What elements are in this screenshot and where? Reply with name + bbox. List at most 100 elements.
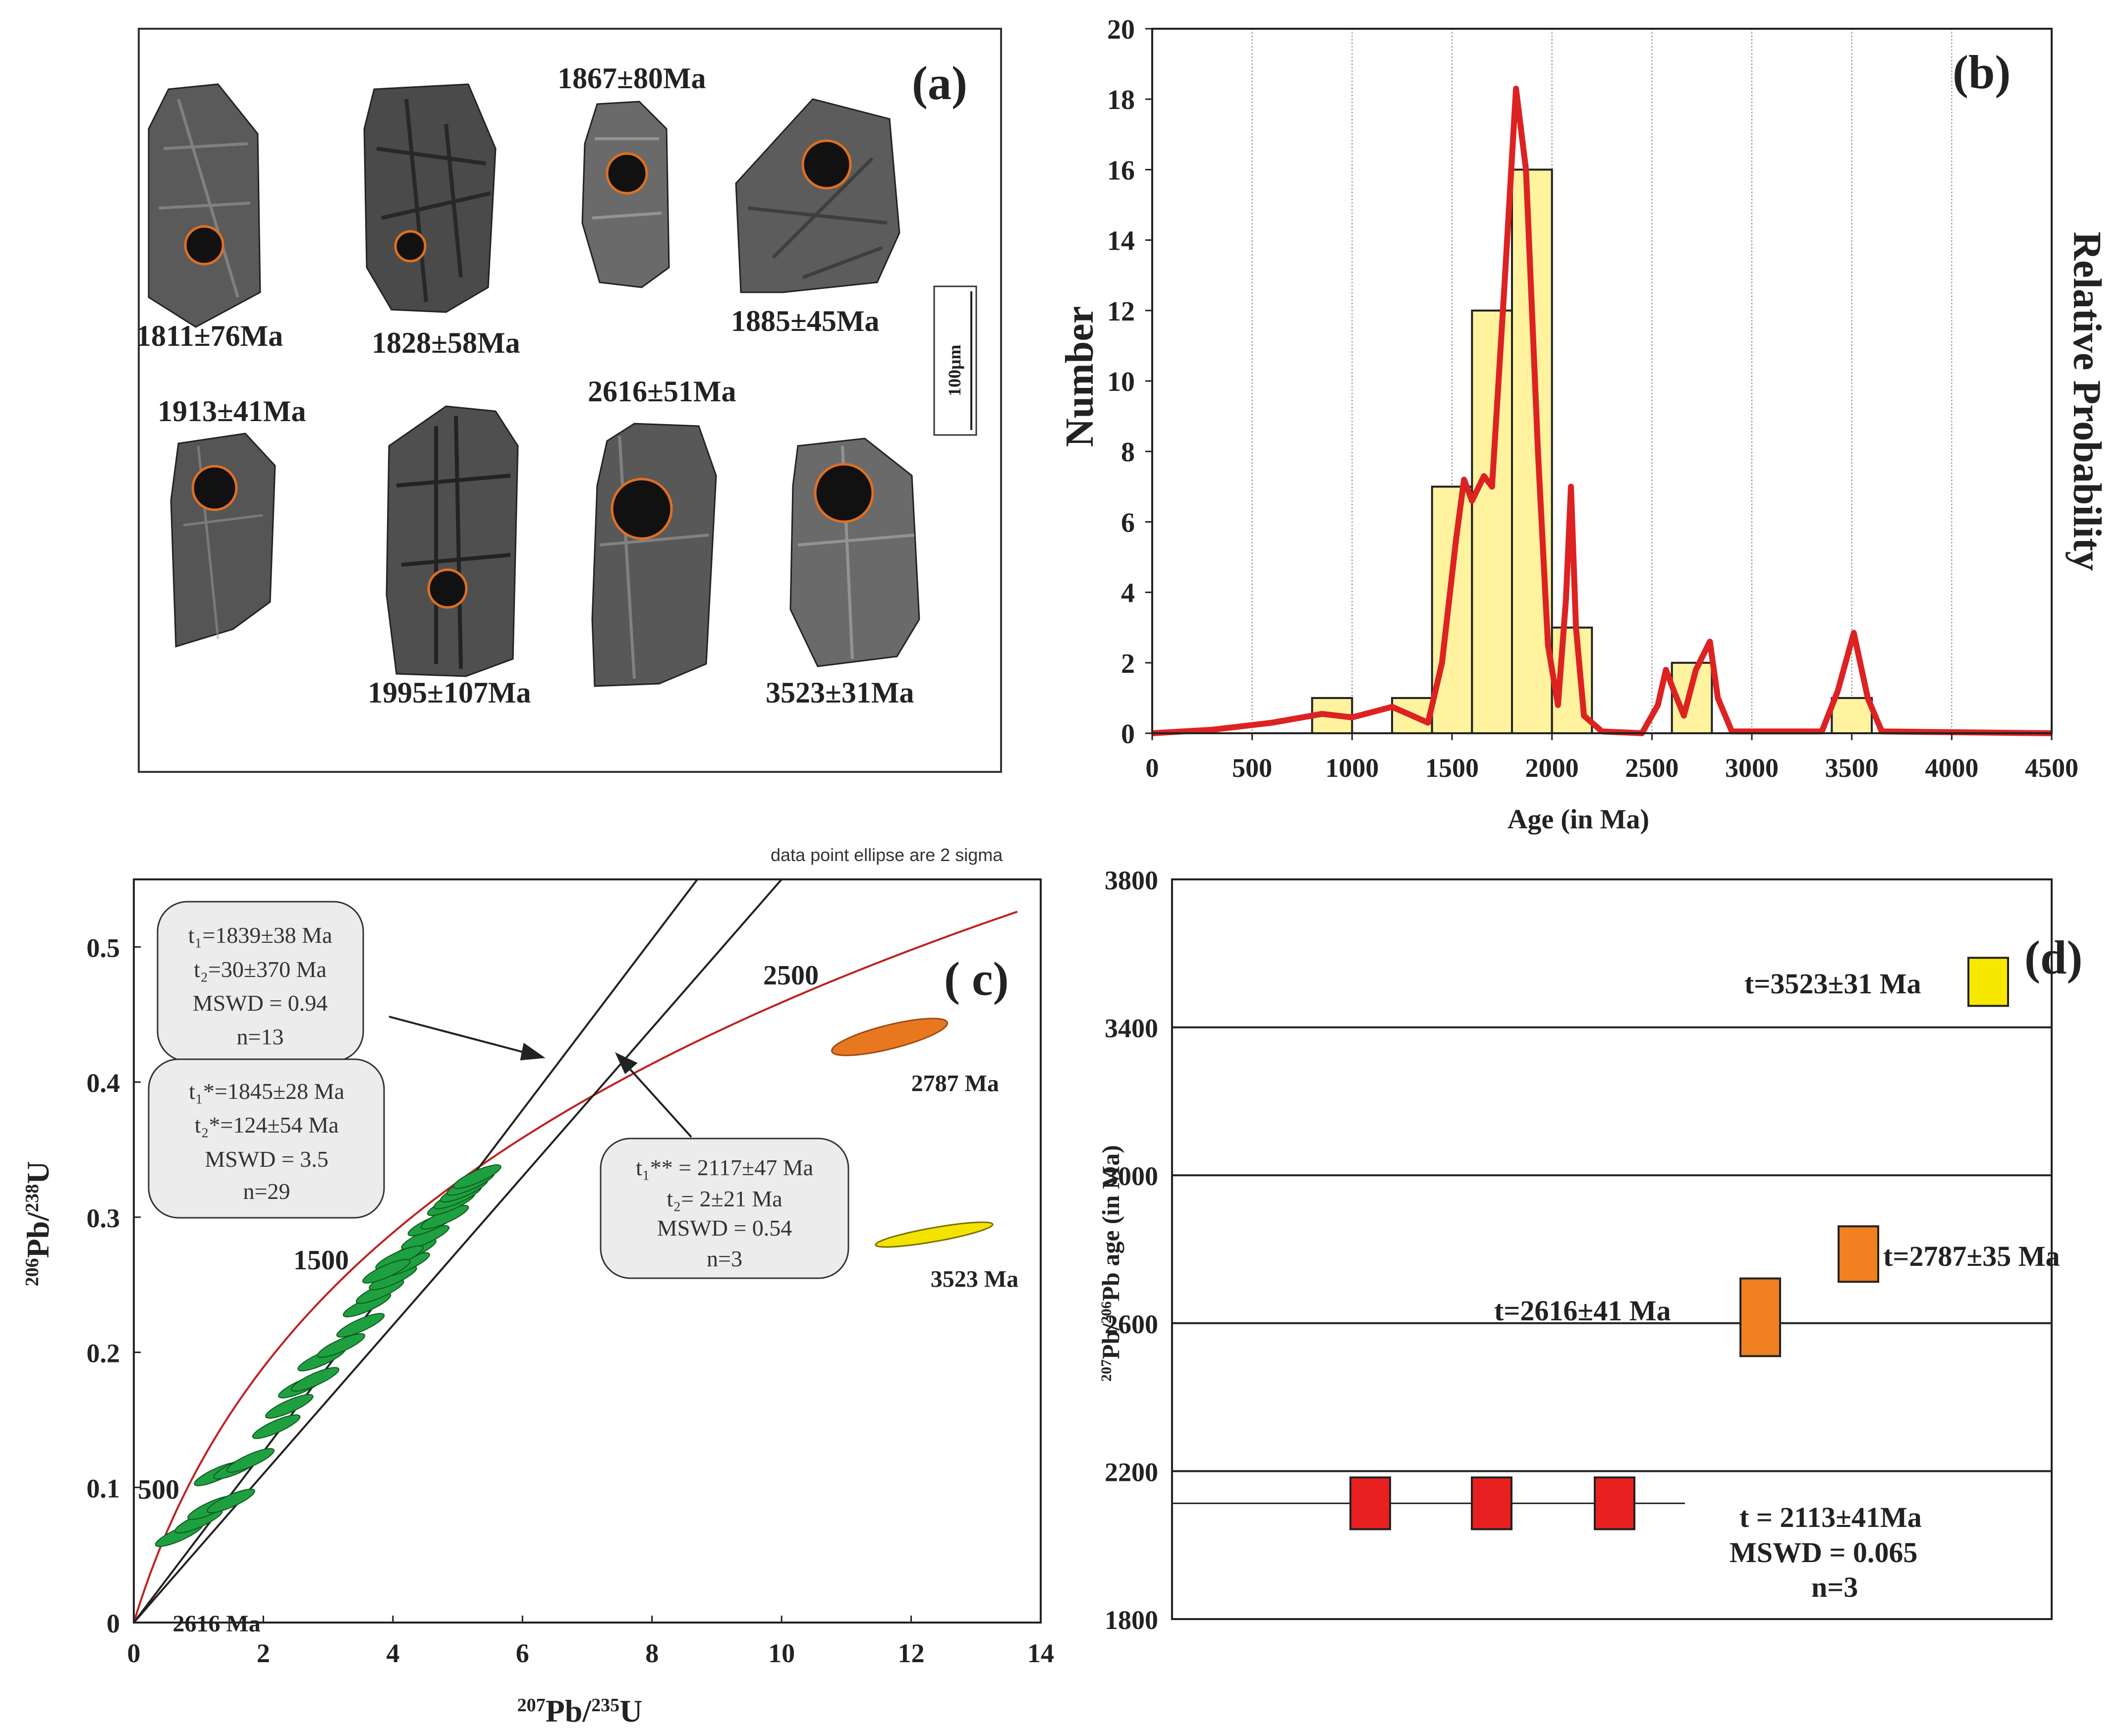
panel-d-y-tick-label: 2200	[1105, 1457, 1158, 1487]
panel-c-y-tick-label: 0.1	[87, 1473, 120, 1503]
panel-c-annotation: 2616 Ma	[172, 1611, 260, 1637]
panel-b-gridlines	[1251, 29, 1953, 733]
panel-b-y-tick-label: 18	[1107, 85, 1135, 115]
zircon-grain-6-age: 1995±107Ma	[368, 676, 531, 709]
panel-b-x-tick-label: 4000	[1925, 753, 1978, 783]
panel-c-annotations: 2787 Ma 3523 Ma 2616 Ma	[172, 1070, 1018, 1637]
age-box	[1471, 1476, 1512, 1530]
data-ellipse	[336, 1313, 385, 1338]
ellipse-2787	[831, 1018, 949, 1056]
panel-b-histogram: 0 500 1000 1500 2000 2500 3000 3500 4000 4500 0 2 4…	[1058, 14, 2109, 835]
result-box-3-line-3: MSWD = 0.54	[657, 1215, 792, 1241]
panel-c-x-tick-label: 8	[645, 1638, 659, 1668]
panel-b-y-tick-label: 4	[1121, 578, 1135, 609]
result-box-3-line-1: t₁** = 2117±47 Ma	[636, 1155, 813, 1180]
ellipse-3523	[875, 1221, 994, 1248]
panel-b-x-tick-label: 4500	[2025, 753, 2078, 783]
result-box-2-line-3: MSWD = 3.5	[205, 1146, 329, 1172]
panel-d-text-mean: t = 2113±41Ma	[1739, 1501, 1922, 1533]
panel-b-x-tick-label: 2500	[1625, 753, 1678, 783]
panel-d-y-tick-label: 2600	[1105, 1309, 1158, 1339]
panel-c-y-tick-label: 0.5	[87, 933, 120, 963]
panel-c-concordia: 0 2 4 6 8 10 12 14 0 0.1 0.2 0.3 0.4 0.5 2787 Ma 3523…	[20, 845, 1054, 1729]
panel-c-x-ticks: 0 2 4 6 8 10 12 14	[127, 1616, 1054, 1668]
panel-c-y-tick-label: 0.4	[87, 1068, 120, 1098]
zircon-grain-8: 3523±31Ma	[766, 437, 920, 709]
panel-c-annotation: 2787 Ma	[911, 1070, 999, 1096]
panel-b-x-tick-label: 3500	[1825, 753, 1879, 783]
zircon-grain-6: 1995±107Ma	[368, 405, 531, 709]
panel-c-x-tick-label: 14	[1027, 1638, 1054, 1668]
panel-b-y-tick-label: 2	[1121, 649, 1135, 679]
zircon-grain-3-age: 1867±80Ma	[558, 62, 706, 95]
scale-bar-label: 100μm	[945, 345, 964, 396]
zircon-grain-2: 1828±58Ma	[363, 83, 520, 359]
panel-c-x-tick-label: 12	[898, 1638, 925, 1668]
panel-d-gridlines	[1172, 1026, 2052, 1472]
panel-d-text-n: n=3	[1811, 1571, 1858, 1603]
data-ellipse	[317, 1333, 366, 1358]
panel-c-x-axis-label: 207Pb/235U	[517, 1693, 643, 1729]
panel-b-y-tick-label: 8	[1121, 437, 1135, 468]
panel-c-annotation: 3523 Ma	[931, 1266, 1018, 1293]
zircon-grain-7: 2616±51Ma	[588, 375, 736, 687]
panel-c-y-tick-label: 0.3	[87, 1203, 120, 1233]
age-box	[1594, 1476, 1635, 1530]
panel-c-x-tick-label: 0	[127, 1638, 141, 1668]
panel-a-label: (a)	[912, 56, 967, 109]
panel-d-y-tick-label: 3400	[1105, 1014, 1158, 1043]
result-box-1: t₁=1839±38 Ma t₂=30±370 Ma MSWD = 0.94 n…	[157, 901, 364, 1062]
zircon-grain-8-age: 3523±31Ma	[766, 676, 914, 709]
panel-d-text-mswd: MSWD = 0.065	[1730, 1536, 1917, 1569]
panel-c-x-tick-label: 10	[768, 1638, 795, 1668]
panel-c-concordia-curve	[133, 911, 1018, 1623]
age-box	[1967, 957, 2009, 1007]
panel-c-label: ( c)	[944, 952, 1009, 1005]
panel-b-x-tick-label: 1000	[1325, 753, 1379, 783]
panel-b-y-ticks: 0 2 4 6 8 10 12 14 16 18 20	[1107, 14, 1152, 750]
panel-b-label: (b)	[1953, 46, 2011, 99]
age-box	[1349, 1476, 1391, 1530]
panel-b-x-tick-label: 500	[1232, 753, 1272, 783]
data-ellipse	[226, 1448, 275, 1473]
result-box-3-line-2: t₂= 2±21 Ma	[667, 1186, 782, 1211]
histogram-bar	[1831, 697, 1873, 735]
panel-b-x-tick-label: 3000	[1725, 753, 1779, 783]
data-ellipse	[265, 1394, 314, 1419]
panel-b-y-tick-label: 6	[1121, 507, 1135, 538]
panel-b-x-tick-label: 1500	[1425, 753, 1479, 783]
zircon-grain-1: 1811±76Ma	[136, 83, 283, 352]
histogram-bar	[1471, 309, 1513, 734]
panel-b-y2-axis-label: Relative Probability	[2065, 231, 2109, 571]
panel-c-y-axis-label: 206Pb/238U	[20, 1161, 56, 1287]
age-box	[1739, 1277, 1781, 1357]
result-box-1-line-3: MSWD = 0.94	[193, 990, 328, 1016]
panel-c-x-tick-label: 6	[516, 1638, 529, 1668]
concordia-label-2500: 2500	[763, 960, 819, 991]
zircon-grain-3: 1867±80Ma	[558, 62, 706, 288]
data-ellipse	[252, 1414, 301, 1439]
panel-b-y-tick-label: 20	[1107, 14, 1135, 45]
data-ellipse	[291, 1367, 339, 1392]
panel-d-y-tick-label: 1800	[1105, 1605, 1158, 1635]
panel-d-text-3523: t=3523±31 Ma	[1744, 968, 1921, 1000]
panel-c-note: data point ellipse are 2 sigma	[771, 845, 1003, 865]
panel-b-y-tick-label: 16	[1107, 155, 1135, 186]
data-ellipse	[453, 1164, 502, 1189]
panel-b-bars	[1311, 168, 1873, 735]
result-box-3-line-4: n=3	[707, 1246, 742, 1271]
zircon-grain-4-age: 1885±45Ma	[731, 305, 880, 337]
panel-b-y-axis-label: Number	[1058, 306, 1102, 447]
result-box-2-line-2: t₂*=124±54 Ma	[195, 1112, 339, 1138]
result-box-2: t₁*=1845±28 Ma t₂*=124±54 Ma MSWD = 3.5 …	[148, 1058, 385, 1219]
panel-c-y-tick-label: 0	[107, 1609, 120, 1638]
panel-c-x-tick-label: 4	[386, 1638, 399, 1668]
histogram-bar	[1431, 486, 1473, 734]
zircon-grain-7-age: 2616±51Ma	[588, 375, 736, 408]
panel-b-y-tick-label: 10	[1107, 367, 1135, 397]
panel-d-weighted-mean: 1800 2200 2600 3000 3400 3800 (d) t=3523±31 M…	[1097, 866, 2082, 1635]
concordia-label-1500: 1500	[293, 1245, 349, 1276]
zircon-grain-2-age: 1828±58Ma	[372, 326, 520, 359]
panel-b-y-tick-label: 14	[1107, 226, 1135, 257]
